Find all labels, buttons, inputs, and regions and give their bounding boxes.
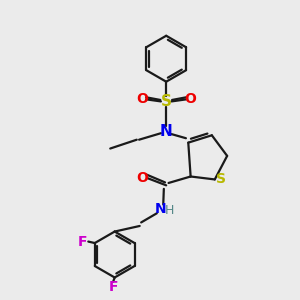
Text: O: O	[136, 92, 148, 106]
Text: N: N	[160, 124, 172, 139]
Text: O: O	[185, 92, 197, 106]
Text: O: O	[137, 171, 148, 185]
Text: N: N	[154, 202, 166, 216]
Text: F: F	[108, 280, 118, 294]
Text: S: S	[216, 172, 226, 186]
Text: H: H	[165, 204, 174, 217]
Text: F: F	[78, 235, 88, 249]
Text: S: S	[161, 94, 172, 109]
